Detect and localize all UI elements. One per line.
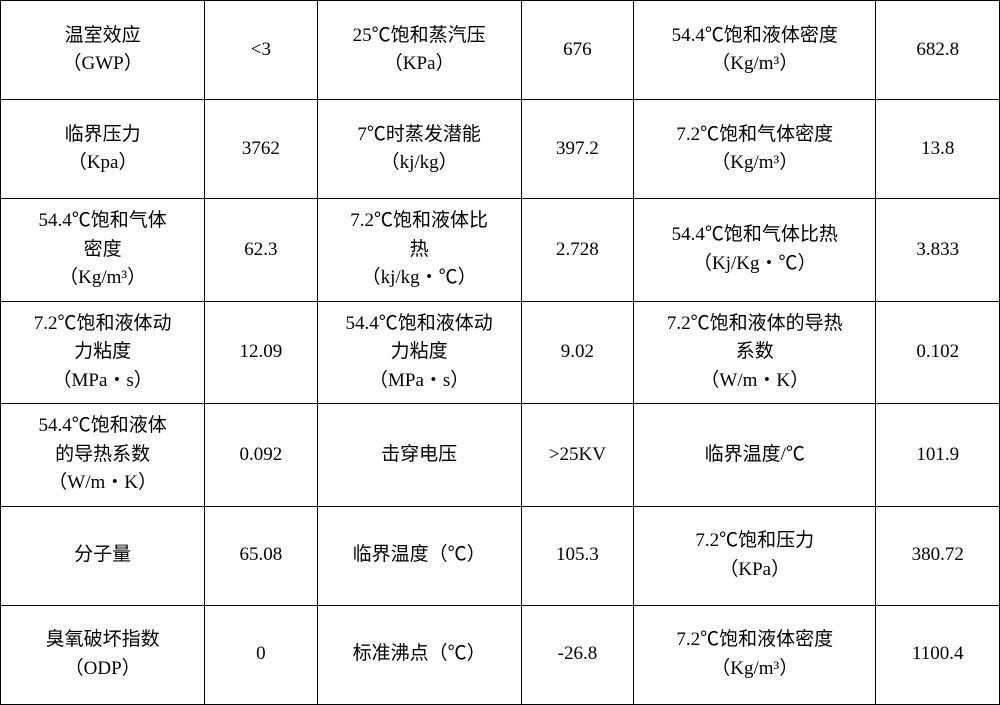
property-label: 标准沸点（℃） xyxy=(317,605,521,704)
property-label: 分子量 xyxy=(1,506,205,605)
property-label: 54.4℃饱和液体密度（Kg/m³） xyxy=(634,1,876,100)
property-value: 0.102 xyxy=(876,301,1000,404)
property-label: 温室效应（GWP） xyxy=(1,1,205,100)
property-label: 54.4℃饱和液体的导热系数（W/m・K） xyxy=(1,404,205,507)
property-value: <3 xyxy=(205,1,317,100)
property-value: 3.833 xyxy=(876,199,1000,302)
property-label: 54.4℃饱和气体比热（Kj/Kg・℃） xyxy=(634,199,876,302)
property-value: 3762 xyxy=(205,100,317,199)
table-row: 7.2℃饱和液体动力粘度（MPa・s） 12.09 54.4℃饱和液体动力粘度（… xyxy=(1,301,1000,404)
property-value: >25KV xyxy=(521,404,633,507)
property-value: 13.8 xyxy=(876,100,1000,199)
property-label: 临界温度/℃ xyxy=(634,404,876,507)
property-label: 7.2℃饱和气体密度（Kg/m³） xyxy=(634,100,876,199)
property-label: 7.2℃饱和压力（KPa） xyxy=(634,506,876,605)
property-value: 12.09 xyxy=(205,301,317,404)
property-value: 62.3 xyxy=(205,199,317,302)
property-value: 682.8 xyxy=(876,1,1000,100)
table-row: 54.4℃饱和液体的导热系数（W/m・K） 0.092 击穿电压 >25KV 临… xyxy=(1,404,1000,507)
property-value: -26.8 xyxy=(521,605,633,704)
property-label: 7.2℃饱和液体比热（kj/kg・℃） xyxy=(317,199,521,302)
property-value: 380.72 xyxy=(876,506,1000,605)
property-label: 7.2℃饱和液体密度（Kg/m³） xyxy=(634,605,876,704)
property-label: 7℃时蒸发潜能（kj/kg） xyxy=(317,100,521,199)
property-value: 65.08 xyxy=(205,506,317,605)
property-value: 0.092 xyxy=(205,404,317,507)
property-value: 1100.4 xyxy=(876,605,1000,704)
property-label: 临界压力（Kpa） xyxy=(1,100,205,199)
table-row: 臭氧破坏指数（ODP） 0 标准沸点（℃） -26.8 7.2℃饱和液体密度（K… xyxy=(1,605,1000,704)
property-label: 7.2℃饱和液体的导热系数（W/m・K） xyxy=(634,301,876,404)
property-label: 54.4℃饱和液体动力粘度（MPa・s） xyxy=(317,301,521,404)
property-value: 2.728 xyxy=(521,199,633,302)
property-label: 临界温度（℃） xyxy=(317,506,521,605)
table-row: 临界压力（Kpa） 3762 7℃时蒸发潜能（kj/kg） 397.2 7.2℃… xyxy=(1,100,1000,199)
property-label: 击穿电压 xyxy=(317,404,521,507)
property-label: 54.4℃饱和气体密度（Kg/m³） xyxy=(1,199,205,302)
table-row: 54.4℃饱和气体密度（Kg/m³） 62.3 7.2℃饱和液体比热（kj/kg… xyxy=(1,199,1000,302)
table-row: 分子量 65.08 临界温度（℃） 105.3 7.2℃饱和压力（KPa） 38… xyxy=(1,506,1000,605)
property-label: 臭氧破坏指数（ODP） xyxy=(1,605,205,704)
property-value: 397.2 xyxy=(521,100,633,199)
property-value: 105.3 xyxy=(521,506,633,605)
property-value: 9.02 xyxy=(521,301,633,404)
properties-table: 温室效应（GWP） <3 25℃饱和蒸汽压（KPa） 676 54.4℃饱和液体… xyxy=(0,0,1000,705)
property-value: 0 xyxy=(205,605,317,704)
property-value: 101.9 xyxy=(876,404,1000,507)
property-value: 676 xyxy=(521,1,633,100)
table-body: 温室效应（GWP） <3 25℃饱和蒸汽压（KPa） 676 54.4℃饱和液体… xyxy=(1,1,1000,705)
property-label: 7.2℃饱和液体动力粘度（MPa・s） xyxy=(1,301,205,404)
table-row: 温室效应（GWP） <3 25℃饱和蒸汽压（KPa） 676 54.4℃饱和液体… xyxy=(1,1,1000,100)
property-label: 25℃饱和蒸汽压（KPa） xyxy=(317,1,521,100)
